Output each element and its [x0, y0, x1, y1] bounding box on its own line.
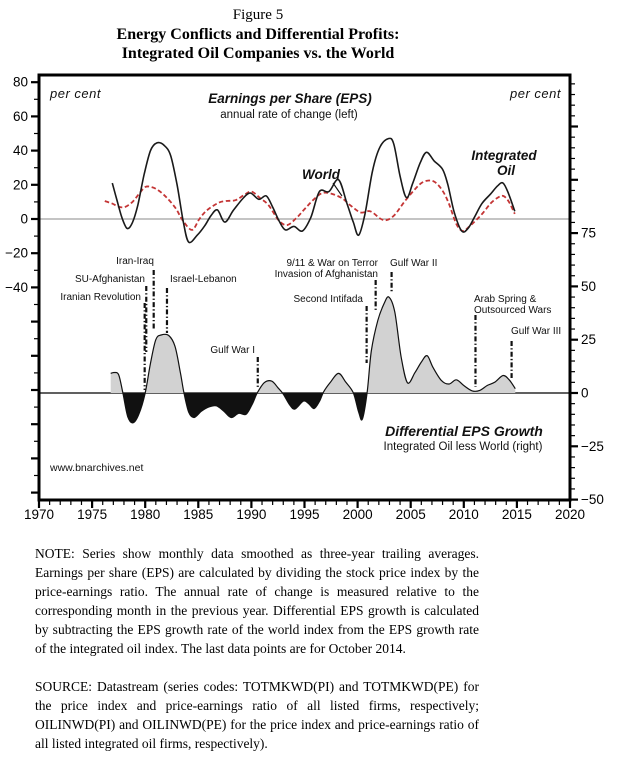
event-label: Israel-Lebanon [170, 274, 237, 285]
left-axis-label: −20 [5, 246, 28, 261]
integrated-oil-label-line2: Oil [497, 163, 515, 178]
right-axis-label: −25 [581, 439, 604, 454]
event-label: Invasion of Afghanistan [275, 269, 378, 280]
event-label: Gulf War II [390, 258, 437, 269]
right-axis-label: 50 [581, 279, 596, 294]
event-label: Gulf War I [210, 345, 255, 356]
x-axis-label: 1995 [289, 507, 319, 522]
x-axis-label: 1975 [77, 507, 107, 522]
differential-area-positive [110, 296, 516, 393]
page: Figure 5 Energy Conflicts and Differenti… [0, 0, 604, 751]
source-text: SOURCE: Datastream (series codes: TOTMKW… [35, 679, 479, 751]
x-axis-label: 2020 [555, 507, 585, 522]
right-axis-label: 0 [581, 386, 589, 401]
differential-outline [110, 296, 516, 424]
x-axis-label: 2005 [396, 507, 426, 522]
world-line [104, 179, 516, 232]
x-axis-label: 1985 [183, 507, 213, 522]
x-axis-label: 2000 [343, 507, 373, 522]
event-label: Iran-Iraq [116, 256, 154, 267]
watermark: www.bnarchives.net [49, 462, 143, 474]
integrated-oil-label-line1: Integrated [471, 148, 537, 163]
panel-labels: per cent per cent Earnings per Share (EPS)… [49, 86, 562, 474]
right-axis-unit: per cent [509, 86, 562, 101]
figure-label: Figure 5 [232, 7, 284, 23]
right-axis-label: 25 [581, 332, 596, 347]
left-axis-label: 0 [20, 212, 28, 227]
event-label: Outsourced Wars [474, 305, 551, 316]
figure-title-line2: Integrated Oil Companies vs. the World [121, 45, 395, 62]
left-axis-label: −40 [5, 280, 28, 295]
world-pointer-line [332, 182, 343, 197]
note-text: NOTE: Series show monthly data smoothed … [35, 546, 479, 656]
right-axis-label: 75 [581, 226, 596, 241]
integrated-oil-line [111, 137, 516, 244]
left-axis-unit: per cent [49, 86, 102, 101]
eps-series-title: Earnings per Share (EPS) [208, 91, 372, 106]
eps-series-subtitle: annual rate of change (left) [220, 109, 358, 121]
event-label: Second Intifada [294, 294, 364, 305]
world-label: World [302, 167, 341, 182]
figure-header: Figure 5 Energy Conflicts and Differenti… [0, 0, 516, 63]
event-label: Iranian Revolution [60, 292, 141, 303]
x-axis-label: 1990 [236, 507, 266, 522]
plot-border [37, 73, 572, 502]
event-label: Gulf War III [511, 326, 561, 337]
event-label: Arab Spring & [474, 294, 537, 305]
figure-title-line1: Energy Conflicts and Differential Profit… [116, 26, 400, 43]
event-annotations: Iranian Revolution SU-Afghanistan Iran-Ira… [60, 256, 561, 390]
x-axis-label: 2015 [502, 507, 532, 522]
x-axis-label: 1970 [24, 507, 54, 522]
left-axis-label: 40 [13, 143, 28, 158]
differential-title: Differential EPS Growth [385, 423, 543, 439]
chart-canvas: 1970 1975 1980 1985 1990 1995 2000 2005 2010 2015… [5, 73, 604, 522]
left-axis-label: 20 [13, 177, 28, 192]
right-axis-label: −50 [581, 492, 604, 507]
differential-subtitle: Integrated Oil less World (right) [384, 441, 543, 453]
x-axis-label: 2010 [449, 507, 479, 522]
left-axis-label: 80 [13, 75, 28, 90]
left-axis-label: 60 [13, 109, 28, 124]
event-label: 9/11 & War on Terror [286, 258, 378, 269]
x-axis-label: 1980 [130, 507, 160, 522]
event-label: SU-Afghanistan [75, 274, 145, 285]
